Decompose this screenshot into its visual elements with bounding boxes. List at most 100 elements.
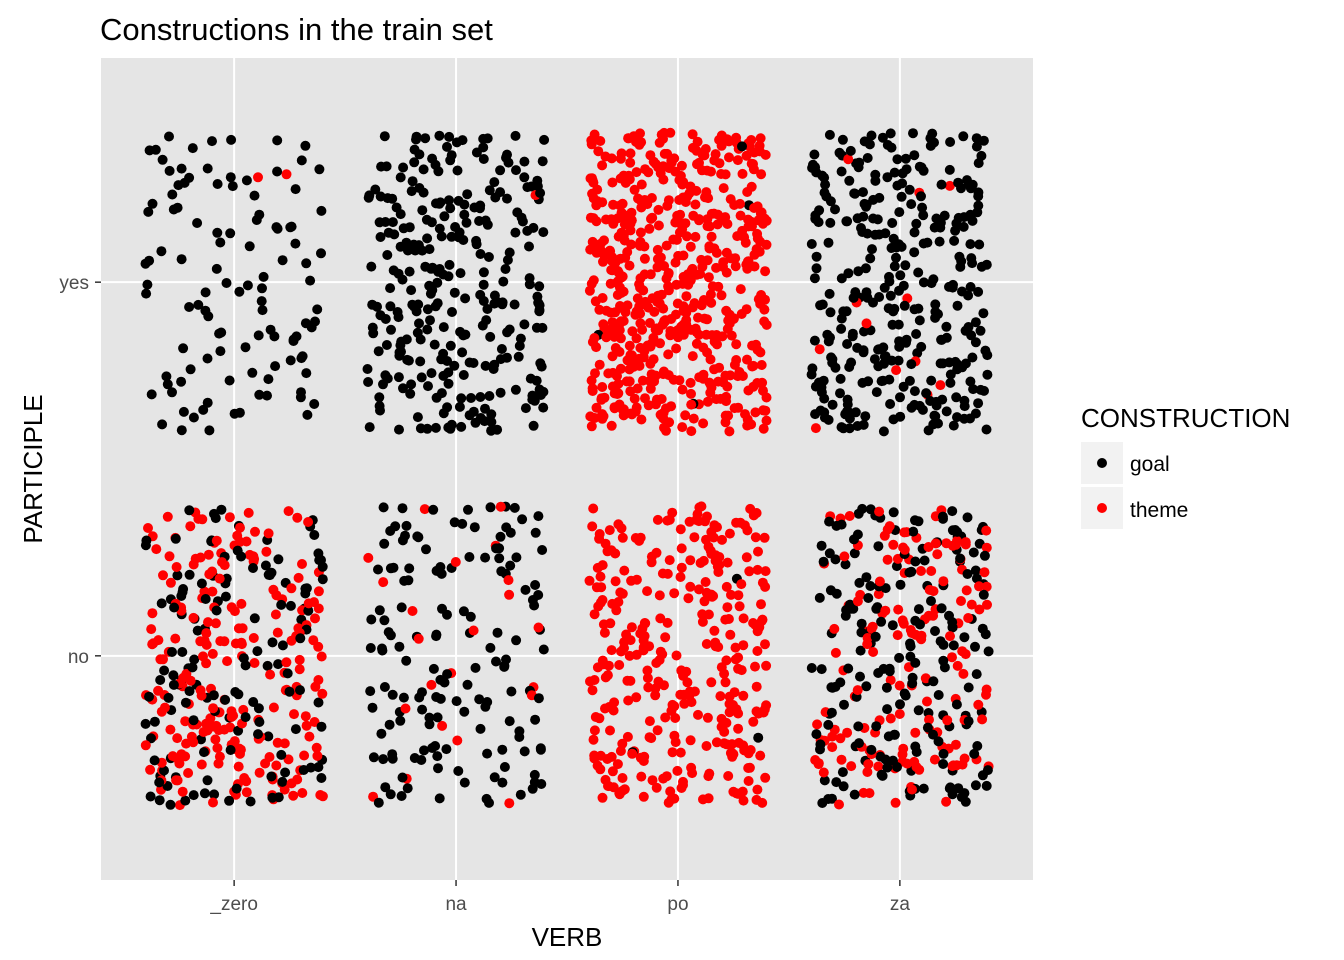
point-goal — [394, 641, 405, 652]
point-goal — [180, 795, 191, 806]
point-goal — [419, 745, 429, 756]
point-theme — [693, 709, 703, 720]
point-goal — [827, 357, 838, 368]
point-theme — [663, 195, 674, 206]
point-goal — [861, 287, 872, 298]
point-theme — [662, 617, 673, 628]
point-goal — [438, 408, 449, 419]
point-theme — [586, 375, 597, 386]
point-goal — [277, 776, 288, 787]
point-goal — [885, 128, 896, 139]
point-theme — [698, 418, 709, 429]
point-goal — [939, 662, 950, 673]
point-goal — [519, 319, 530, 330]
chart-title: Constructions in the train set — [100, 12, 493, 47]
point-theme — [685, 581, 696, 592]
point-theme — [682, 677, 693, 688]
point-theme — [631, 306, 642, 317]
point-goal — [511, 635, 522, 646]
point-goal — [904, 375, 915, 386]
point-goal — [871, 721, 882, 732]
point-theme — [681, 291, 692, 302]
point-goal — [277, 640, 288, 651]
point-goal — [981, 424, 992, 435]
point-goal — [444, 131, 455, 142]
point-theme — [692, 159, 702, 170]
point-goal — [503, 157, 514, 168]
point-goal — [446, 231, 457, 242]
point-goal — [866, 130, 877, 141]
point-goal — [925, 396, 936, 406]
point-goal — [921, 388, 932, 399]
point-goal — [913, 267, 924, 278]
point-goal — [212, 179, 223, 189]
point-goal — [380, 314, 391, 324]
point-goal — [478, 267, 489, 278]
point-goal — [247, 367, 258, 378]
point-theme — [378, 577, 389, 588]
point-theme — [814, 344, 825, 355]
point-theme — [595, 571, 606, 582]
point-goal — [395, 715, 406, 726]
point-theme — [873, 589, 884, 600]
point-theme — [281, 657, 292, 668]
point-theme — [606, 153, 617, 164]
point-theme — [760, 639, 770, 650]
point-theme — [656, 289, 667, 300]
point-theme — [271, 760, 282, 771]
point-theme — [761, 239, 772, 250]
point-theme — [758, 405, 769, 416]
point-goal — [215, 346, 226, 357]
point-goal — [272, 166, 283, 177]
point-theme — [317, 688, 328, 699]
point-goal — [905, 651, 916, 662]
point-theme — [153, 685, 164, 696]
point-goal — [189, 654, 200, 665]
point-theme — [232, 530, 243, 541]
point-theme — [140, 740, 151, 751]
point-goal — [538, 402, 549, 413]
point-theme — [651, 658, 662, 668]
point-theme — [452, 735, 463, 746]
point-theme — [677, 384, 688, 395]
point-goal — [489, 177, 500, 188]
point-theme — [606, 420, 617, 431]
point-goal — [806, 369, 817, 380]
point-goal — [896, 191, 907, 202]
point-theme — [755, 133, 766, 144]
point-goal — [444, 195, 454, 206]
point-theme — [661, 425, 671, 436]
point-theme — [186, 731, 197, 742]
point-theme — [589, 413, 600, 423]
point-theme — [171, 775, 182, 786]
point-theme — [726, 589, 736, 600]
point-theme — [952, 660, 963, 671]
point-goal — [520, 403, 531, 414]
point-theme — [618, 316, 629, 326]
point-goal — [397, 503, 408, 514]
point-goal — [959, 395, 970, 406]
point-goal — [481, 315, 492, 326]
point-goal — [824, 288, 835, 299]
point-theme — [852, 596, 863, 607]
point-theme — [898, 542, 909, 553]
point-goal — [475, 723, 486, 734]
point-goal — [537, 156, 548, 167]
point-theme — [644, 732, 655, 743]
point-goal — [418, 164, 429, 175]
point-theme — [812, 719, 823, 730]
point-goal — [439, 211, 450, 222]
point-theme — [827, 731, 838, 742]
point-goal — [867, 244, 877, 255]
point-goal — [891, 252, 901, 263]
point-goal — [858, 345, 869, 356]
point-goal — [515, 789, 526, 800]
point-goal — [963, 716, 974, 727]
point-goal — [928, 676, 939, 687]
point-goal — [382, 250, 393, 260]
point-theme — [705, 289, 716, 300]
point-goal — [886, 243, 897, 253]
point-goal — [820, 179, 831, 190]
point-theme — [614, 200, 625, 211]
point-theme — [893, 604, 904, 615]
